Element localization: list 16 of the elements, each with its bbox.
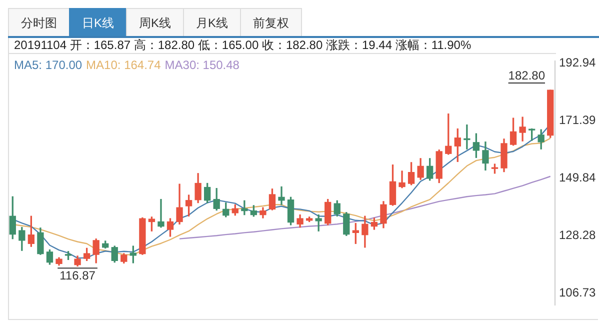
text: 前复权 — [240, 8, 302, 36]
y-tick-label: 106.73 — [559, 286, 596, 300]
y-tick-label: 171.39 — [559, 112, 596, 127]
chart-subtitle: 20191104 开：165.87 高：182.80 低：165.00 收：182.80 涨跌：19.44 涨幅：11.90% — [14, 38, 472, 53]
text: 周K线 — [126, 8, 184, 36]
text: 分时图 — [8, 8, 70, 36]
candlestick — [491, 164, 498, 174]
text: MA5: 170.00 — [14, 58, 82, 72]
annotation: 182.80 — [508, 68, 546, 82]
text: 月K线 — [183, 8, 242, 36]
text: MA30: 150.48 — [164, 58, 240, 72]
y-tick-label: 149.84 — [559, 170, 596, 184]
text: MA10: 164.74 — [86, 58, 161, 72]
annotation: 116.87 — [60, 268, 96, 282]
y-tick-label: 128.28 — [559, 228, 596, 242]
y-tick-label: 192.94 — [559, 55, 596, 70]
